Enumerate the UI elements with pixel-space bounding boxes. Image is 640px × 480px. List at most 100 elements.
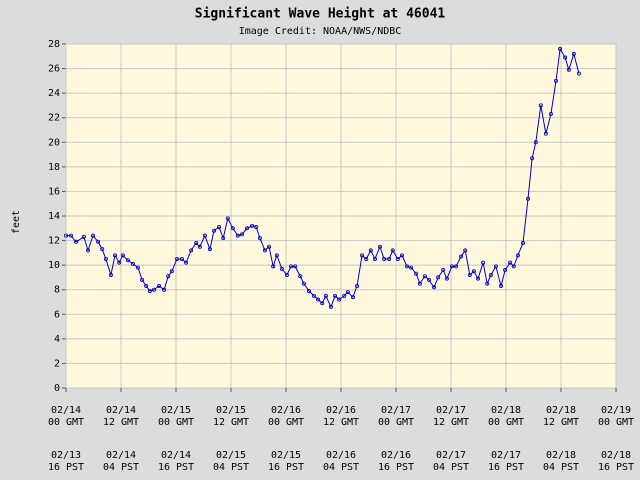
data-point	[169, 269, 174, 274]
x-tick-label: 02/17 00 GMT	[378, 405, 414, 428]
x-tick-label-local: 02/13 16 PST	[48, 450, 84, 473]
data-point	[320, 301, 325, 306]
data-point	[558, 46, 563, 51]
data-point	[91, 233, 96, 238]
chart-title: Significant Wave Height at 46041	[195, 7, 446, 22]
y-tick-label: 12	[48, 236, 60, 247]
data-point	[100, 247, 105, 252]
y-tick-label: 14	[48, 211, 60, 222]
data-point	[151, 287, 156, 292]
data-point	[267, 244, 272, 249]
data-point	[250, 223, 255, 228]
data-point	[301, 281, 306, 286]
data-point	[364, 256, 369, 261]
data-point	[166, 274, 171, 279]
data-point	[571, 51, 576, 56]
x-tick-label-local: 02/14 16 PST	[158, 450, 194, 473]
y-tick-label: 20	[48, 137, 60, 148]
data-point	[289, 264, 294, 269]
data-point	[409, 265, 414, 270]
data-point	[225, 216, 230, 221]
data-point	[274, 253, 279, 258]
data-point	[217, 225, 222, 230]
chart-subtitle: Image Credit: NOAA/NWS/NDBC	[239, 26, 402, 37]
data-point	[449, 264, 454, 269]
x-tick-label: 02/16 12 GMT	[323, 405, 359, 428]
data-point	[120, 253, 125, 258]
data-point	[372, 256, 377, 261]
x-tick-label-local: 02/16 04 PST	[323, 450, 359, 473]
data-point	[463, 248, 468, 253]
data-point	[262, 248, 267, 253]
data-point	[284, 272, 289, 277]
data-point	[526, 196, 531, 201]
data-point	[404, 264, 409, 269]
data-point	[467, 272, 472, 277]
data-point	[345, 290, 350, 295]
data-point	[257, 236, 262, 241]
data-point	[212, 228, 217, 233]
data-point	[387, 256, 392, 261]
x-tick-label: 02/15 12 GMT	[213, 405, 249, 428]
y-tick-label: 18	[48, 162, 60, 173]
y-tick-label: 24	[48, 88, 60, 99]
data-point	[395, 256, 400, 261]
x-tick-label: 02/14 00 GMT	[48, 405, 84, 428]
data-point	[86, 248, 91, 253]
data-point	[508, 260, 513, 265]
data-point	[444, 276, 449, 281]
data-point	[207, 247, 212, 252]
data-point	[298, 274, 303, 279]
x-tick-label: 02/18 00 GMT	[488, 405, 524, 428]
x-tick-label-local: 02/14 04 PST	[103, 450, 139, 473]
data-point	[235, 233, 240, 238]
data-point	[485, 281, 490, 286]
data-point	[503, 268, 508, 273]
data-point	[538, 103, 543, 108]
data-point	[117, 260, 122, 265]
data-point	[140, 277, 145, 282]
data-point	[476, 276, 481, 281]
data-point	[144, 284, 149, 289]
data-point	[350, 295, 355, 300]
data-point	[69, 233, 74, 238]
data-point	[311, 293, 316, 298]
data-point	[530, 156, 535, 161]
data-point	[184, 260, 189, 265]
data-point	[221, 236, 226, 241]
data-point	[328, 304, 333, 309]
data-point	[230, 226, 235, 231]
y-tick-label: 10	[48, 260, 60, 271]
data-point	[189, 248, 194, 253]
x-tick-label: 02/19 00 GMT	[598, 405, 634, 428]
y-tick-label: 2	[54, 358, 60, 369]
x-tick-label-local: 02/15 04 PST	[213, 450, 249, 473]
data-point	[279, 266, 284, 271]
x-tick-label-local: 02/18 04 PST	[543, 450, 579, 473]
data-point	[316, 297, 321, 302]
data-point	[96, 239, 101, 244]
data-point	[130, 261, 135, 266]
data-point	[454, 264, 459, 269]
data-point	[441, 268, 446, 273]
data-point	[377, 244, 382, 249]
data-point	[125, 258, 130, 263]
y-tick-label: 28	[48, 39, 60, 50]
y-axis-label: feet	[11, 210, 22, 234]
data-point	[426, 277, 431, 282]
data-point	[174, 256, 179, 261]
x-tick-label: 02/15 00 GMT	[158, 405, 194, 428]
data-point	[436, 275, 441, 280]
data-point	[293, 264, 298, 269]
data-point	[515, 253, 520, 258]
x-tick-label: 02/17 12 GMT	[433, 405, 469, 428]
data-point	[481, 260, 486, 265]
data-point	[333, 293, 338, 298]
data-point	[563, 55, 568, 60]
y-tick-label: 16	[48, 186, 60, 197]
data-point	[239, 232, 244, 237]
x-tick-label-local: 02/18 16 PST	[598, 450, 634, 473]
data-point	[432, 285, 437, 290]
data-point	[103, 256, 108, 261]
